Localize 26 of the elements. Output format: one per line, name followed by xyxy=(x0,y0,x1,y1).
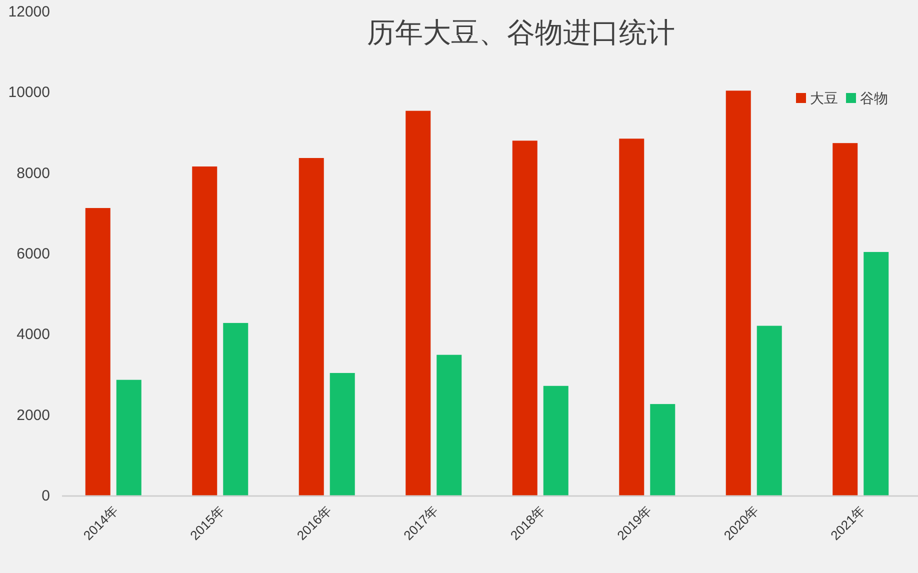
bar xyxy=(864,252,889,496)
bar xyxy=(85,208,110,496)
bar xyxy=(406,110,431,496)
bar xyxy=(650,404,676,496)
bar xyxy=(192,166,218,496)
bar xyxy=(832,143,858,496)
bar xyxy=(330,372,355,496)
bar xyxy=(223,322,248,496)
y-tick-label: 10000 xyxy=(8,84,50,102)
bar xyxy=(619,138,644,496)
y-tick-label: 12000 xyxy=(8,4,50,20)
legend-label: 大豆 xyxy=(810,90,838,106)
legend-label: 谷物 xyxy=(860,90,888,106)
title: 历年大豆、谷物进口统计 xyxy=(367,17,675,48)
y-tick-label: 6000 xyxy=(16,246,50,262)
bar xyxy=(726,90,751,496)
bar xyxy=(116,380,142,496)
bar xyxy=(298,158,324,496)
bar xyxy=(512,140,538,496)
y-tick-label: 2000 xyxy=(16,406,50,424)
y-tick-label: 0 xyxy=(42,488,50,504)
bar xyxy=(756,326,782,496)
y-tick-label: 4000 xyxy=(16,326,50,344)
bar xyxy=(543,386,568,496)
y-tick-label: 8000 xyxy=(16,164,50,182)
bar xyxy=(436,354,462,496)
